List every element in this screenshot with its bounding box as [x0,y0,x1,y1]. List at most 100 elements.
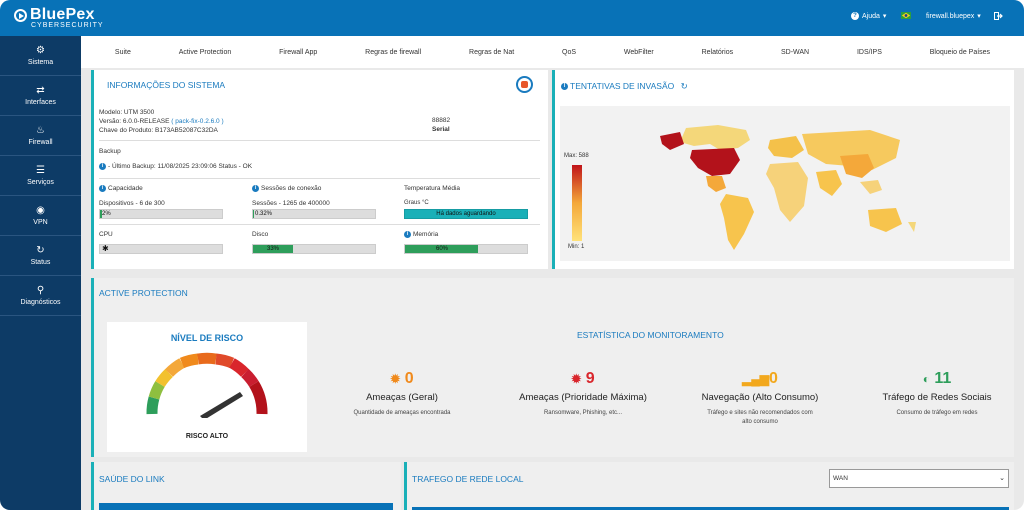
bug-icon: ✹ [571,372,582,386]
sidebar-item-servicos[interactable]: ☰ Serviços [0,156,81,196]
panel-title: TRAFEGO DE REDE LOCAL [412,474,524,484]
risk-gauge [146,352,268,418]
globe-icon: ◉ [36,204,45,216]
map-min-label: Min: 1 [568,244,585,250]
traffic-table-header [412,507,1009,510]
tab-firewall-rules[interactable]: Regras de firewall [365,48,422,56]
sessions-text: Sessões - 1265 de 400000 [252,200,330,207]
tab-suite[interactable]: Suite [114,48,131,56]
risk-title: NÍVEL DE RISCO [170,333,244,343]
divider [99,140,540,141]
info-icon: i [404,231,411,238]
logout-icon [994,12,1003,20]
cpu-label: CPU [99,231,113,238]
refresh-icon[interactable]: ↻ [680,81,688,91]
top-nav-tabs: Suite Active Protection Firewall App Reg… [81,36,1024,68]
stat-navigation-high-consumption[interactable]: ▂▄▆0 Navegação (Alto Consumo) Tráfego e … [675,370,845,427]
tab-reports[interactable]: Relatórios [701,48,734,56]
language-flag[interactable] [901,12,911,19]
stat-threats-general[interactable]: ✹ 0 Ameaças (Geral) Quantidade de ameaça… [317,370,487,418]
arrows-icon: ⇄ [36,84,45,96]
stat-threats-max-priority[interactable]: ✹ 9 Ameaças (Prioridade Máxima) Ransomwa… [498,370,668,418]
tab-qos[interactable]: QoS [562,48,577,56]
monitoring-title: ESTATÍSTICA DO MONITORAMENTO [577,330,724,340]
tab-nat-rules[interactable]: Regras de Nat [469,48,515,56]
sidebar-item-firewall[interactable]: ♨ Firewall [0,116,81,156]
gears-icon: ⚙ [36,44,45,56]
world-map-area: Max: 588 Min: 1 [560,106,1010,261]
sidebar-item-interfaces[interactable]: ⇄ Interfaces [0,76,81,116]
version-text: Versão: 6.0.0-RELEASE ( pack-fix-0.2.6.0… [99,118,224,125]
stat-label: Navegação (Alto Consumo) [701,392,819,403]
memory-bar: 60% [404,244,528,254]
brand-logo[interactable]: BluePex CYBERSECURITY [14,6,104,29]
temperature-heading: Temperatura Média [404,185,460,192]
tab-firewall-app[interactable]: Firewall App [279,48,318,56]
info-icon: i [99,185,106,192]
serial-value: 88882 [432,117,451,124]
system-info-panel: INFORMAÇÕES DO SISTEMA Modelo: UTM 3500 … [91,70,548,269]
risk-level-card: NÍVEL DE RISCO RISCO ALTO [107,322,307,452]
stat-social-traffic[interactable]: ◐ 11 Tráfego de Redes Sociais Consumo de… [852,370,1022,418]
sidebar-item-label: Interfaces [25,98,56,106]
info-icon: i [99,163,106,170]
divider [99,224,540,225]
temperature-bar: Há dados aguardando [404,209,528,219]
stat-label: Tráfego de Redes Sociais [882,392,992,403]
panel-accent [91,462,94,510]
caret-down-icon: ▾ [977,13,981,20]
stat-value: 0 [404,370,414,387]
lock-badge-icon[interactable] [516,76,533,93]
user-label: firewall.bluepex [926,12,975,20]
risk-label: RISCO ALTO [185,433,229,440]
world-map[interactable] [650,122,920,258]
sidebar-item-vpn[interactable]: ◉ VPN [0,196,81,236]
tab-active-protection[interactable]: Active Protection [178,48,232,56]
stat-value: 9 [585,370,595,387]
cpu-loading-icon: ✱ [102,244,109,253]
map-legend-scale [572,165,582,241]
chevron-down-icon: ⌄ [999,475,1005,482]
social-icon: ◐ [922,372,930,386]
help-icon: ? [851,12,859,20]
search-icon: ⚲ [36,284,45,296]
tab-webfilter[interactable]: WebFilter [623,48,654,56]
capacity-heading: i Capacidade [99,185,143,192]
tab-country-block[interactable]: Bloqueio de Países [929,48,991,56]
devices-bar-label: 2% [102,211,111,217]
panel-title: INFORMAÇÕES DO SISTEMA [107,80,226,90]
version-prefix: Versão: 6.0.0-RELEASE [99,118,172,125]
local-traffic-panel: TRAFEGO DE REDE LOCAL WAN ⌄ [404,462,1014,510]
backup-label: Backup [99,148,121,155]
sidebar-item-sistema[interactable]: ⚙ Sistema [0,36,81,76]
user-menu[interactable]: firewall.bluepex ▾ [926,12,981,21]
brand-name: BluePex [30,6,95,23]
interface-select-value: WAN [833,475,848,482]
tab-ids-ips[interactable]: IDS/IPS [856,48,882,56]
panel-accent [91,278,94,457]
stat-label: Ameaças (Geral) [366,392,438,403]
version-link[interactable]: ( pack-fix-0.2.6.0 ) [171,118,224,125]
interface-select[interactable]: WAN ⌄ [829,469,1009,488]
info-icon: i [561,83,568,91]
devices-bar-fill [100,210,103,218]
sidebar-item-diagnosticos[interactable]: ⚲ Diagnósticos [0,276,81,316]
help-menu[interactable]: ? Ajuda ▾ [851,12,886,20]
devices-text: Dispositivos - 6 de 300 [99,200,165,207]
map-max-label: Max: 588 [564,153,589,159]
disk-bar: 33% [252,244,376,254]
logo-icon [14,8,27,22]
model-text: Modelo: UTM 3500 [99,109,155,116]
sessions-bar-label: 0.32% [255,211,273,217]
panel-title: TENTATIVAS DE INVASÃO [570,81,675,91]
panel-title: SAÚDE DO LINK [99,474,165,484]
caret-down-icon: ▾ [882,13,887,20]
refresh-icon: ↻ [36,244,45,256]
devices-bar: 2% [99,209,223,219]
sidebar-item-status[interactable]: ↻ Status [0,236,81,276]
logout-button[interactable] [994,12,1003,20]
sessions-bar: 0.32% [252,209,376,219]
tab-sd-wan[interactable]: SD-WAN [780,48,810,56]
info-icon: i [252,185,259,192]
